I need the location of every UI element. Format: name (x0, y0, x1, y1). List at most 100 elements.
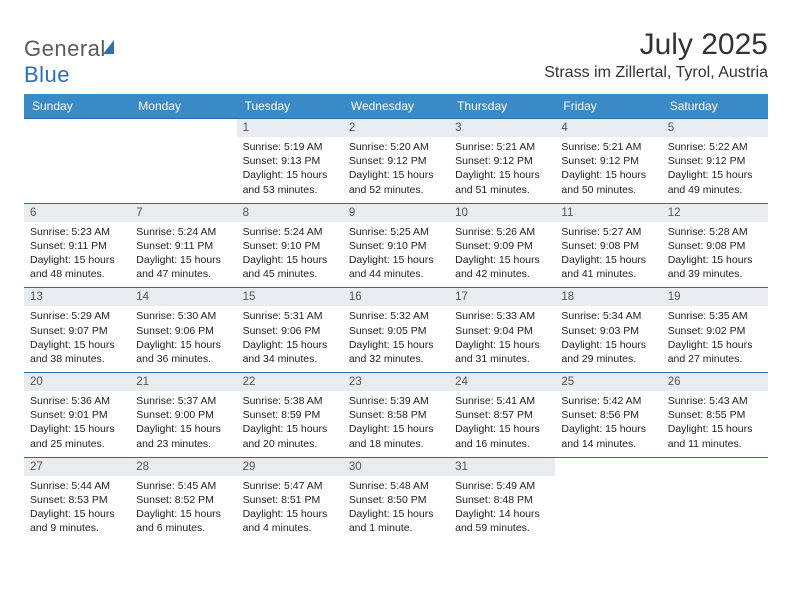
daylight-line: Daylight: 15 hours and 20 minutes. (243, 422, 337, 450)
sunset-line: Sunset: 8:58 PM (349, 408, 443, 422)
day-number: 13 (24, 288, 130, 306)
calendar-row: 13Sunrise: 5:29 AMSunset: 9:07 PMDayligh… (24, 288, 768, 373)
day-number: 23 (343, 373, 449, 391)
day-number: 14 (130, 288, 236, 306)
weekday-row: SundayMondayTuesdayWednesdayThursdayFrid… (24, 94, 768, 119)
day-number: 25 (555, 373, 661, 391)
sunset-line: Sunset: 9:01 PM (30, 408, 124, 422)
daylight-line: Daylight: 15 hours and 42 minutes. (455, 253, 549, 281)
sunset-line: Sunset: 9:08 PM (668, 239, 762, 253)
brand-text: General Blue (24, 36, 115, 88)
sunset-line: Sunset: 9:10 PM (349, 239, 443, 253)
calendar-row: 1Sunrise: 5:19 AMSunset: 9:13 PMDaylight… (24, 119, 768, 204)
sunset-line: Sunset: 9:12 PM (349, 154, 443, 168)
day-content: Sunrise: 5:31 AMSunset: 9:06 PMDaylight:… (237, 306, 343, 372)
daylight-line: Daylight: 15 hours and 6 minutes. (136, 507, 230, 535)
sunset-line: Sunset: 9:11 PM (30, 239, 124, 253)
day-number: 31 (449, 458, 555, 476)
day-content: Sunrise: 5:22 AMSunset: 9:12 PMDaylight:… (662, 137, 768, 203)
day-number: 30 (343, 458, 449, 476)
sunset-line: Sunset: 9:10 PM (243, 239, 337, 253)
calendar-cell: 4Sunrise: 5:21 AMSunset: 9:12 PMDaylight… (555, 119, 661, 204)
daylight-line: Daylight: 15 hours and 29 minutes. (561, 338, 655, 366)
daylight-line: Daylight: 15 hours and 14 minutes. (561, 422, 655, 450)
daylight-line: Daylight: 15 hours and 36 minutes. (136, 338, 230, 366)
title-block: July 2025 Strass im Zillertal, Tyrol, Au… (544, 28, 768, 82)
day-number: 11 (555, 204, 661, 222)
weekday-header: Wednesday (343, 94, 449, 119)
sunrise-line: Sunrise: 5:38 AM (243, 394, 337, 408)
day-number: 21 (130, 373, 236, 391)
sunset-line: Sunset: 8:53 PM (30, 493, 124, 507)
day-number: 12 (662, 204, 768, 222)
daylight-line: Daylight: 15 hours and 11 minutes. (668, 422, 762, 450)
day-number: 5 (662, 119, 768, 137)
day-content: Sunrise: 5:47 AMSunset: 8:51 PMDaylight:… (237, 476, 343, 542)
sunrise-line: Sunrise: 5:27 AM (561, 225, 655, 239)
day-content: Sunrise: 5:27 AMSunset: 9:08 PMDaylight:… (555, 222, 661, 288)
daylight-line: Daylight: 15 hours and 4 minutes. (243, 507, 337, 535)
sunset-line: Sunset: 9:03 PM (561, 324, 655, 338)
sunrise-line: Sunrise: 5:22 AM (668, 140, 762, 154)
calendar-cell: 1Sunrise: 5:19 AMSunset: 9:13 PMDaylight… (237, 119, 343, 204)
daylight-line: Daylight: 15 hours and 31 minutes. (455, 338, 549, 366)
header: General Blue July 2025 Strass im Zillert… (24, 28, 768, 88)
calendar-cell: 10 Sunrise: 5:26 AMSunset: 9:09 PMDayligh… (449, 203, 555, 288)
day-number: 27 (24, 458, 130, 476)
sunset-line: Sunset: 9:04 PM (455, 324, 549, 338)
sunrise-line: Sunrise: 5:20 AM (349, 140, 443, 154)
day-number: 6 (24, 204, 130, 222)
day-number: 3 (449, 119, 555, 137)
sunset-line: Sunset: 9:12 PM (668, 154, 762, 168)
day-number: 29 (237, 458, 343, 476)
day-content: Sunrise: 5:42 AMSunset: 8:56 PMDaylight:… (555, 391, 661, 457)
day-number: 19 (662, 288, 768, 306)
calendar-cell: 26Sunrise: 5:43 AMSunset: 8:55 PMDayligh… (662, 373, 768, 458)
sunset-line: Sunset: 8:56 PM (561, 408, 655, 422)
sunrise-line: Sunrise: 5:37 AM (136, 394, 230, 408)
day-number: 20 (24, 373, 130, 391)
calendar-cell: 21Sunrise: 5:37 AMSunset: 9:00 PMDayligh… (130, 373, 236, 458)
calendar-cell: 2Sunrise: 5:20 AMSunset: 9:12 PMDaylight… (343, 119, 449, 204)
day-content: Sunrise: 5:24 AMSunset: 9:10 PMDaylight:… (237, 222, 343, 288)
day-number: 22 (237, 373, 343, 391)
sunrise-line: Sunrise: 5:21 AM (455, 140, 549, 154)
day-content: Sunrise: 5:28 AMSunset: 9:08 PMDaylight:… (662, 222, 768, 288)
sunrise-line: Sunrise: 5:30 AM (136, 309, 230, 323)
sunrise-line: Sunrise: 5:42 AM (561, 394, 655, 408)
day-content: Sunrise: 5:45 AMSunset: 8:52 PMDaylight:… (130, 476, 236, 542)
day-content: Sunrise: 5:24 AMSunset: 9:11 PMDaylight:… (130, 222, 236, 288)
weekday-header: Tuesday (237, 94, 343, 119)
day-content: Sunrise: 5:49 AMSunset: 8:48 PMDaylight:… (449, 476, 555, 542)
day-content: Sunrise: 5:36 AMSunset: 9:01 PMDaylight:… (24, 391, 130, 457)
sunset-line: Sunset: 9:09 PM (455, 239, 549, 253)
calendar-cell: 19Sunrise: 5:35 AMSunset: 9:02 PMDayligh… (662, 288, 768, 373)
calendar-body: 1Sunrise: 5:19 AMSunset: 9:13 PMDaylight… (24, 119, 768, 542)
day-number: 9 (343, 204, 449, 222)
weekday-header: Thursday (449, 94, 555, 119)
calendar-cell-empty (662, 457, 768, 541)
day-content: Sunrise: 5:20 AMSunset: 9:12 PMDaylight:… (343, 137, 449, 203)
day-content: Sunrise: 5:25 AMSunset: 9:10 PMDaylight:… (343, 222, 449, 288)
daylight-line: Daylight: 15 hours and 47 minutes. (136, 253, 230, 281)
day-content: Sunrise: 5:48 AMSunset: 8:50 PMDaylight:… (343, 476, 449, 542)
daylight-line: Daylight: 15 hours and 39 minutes. (668, 253, 762, 281)
sunrise-line: Sunrise: 5:39 AM (349, 394, 443, 408)
calendar-row: 6Sunrise: 5:23 AMSunset: 9:11 PMDaylight… (24, 203, 768, 288)
calendar-cell: 8Sunrise: 5:24 AMSunset: 9:10 PMDaylight… (237, 203, 343, 288)
calendar-cell: 20Sunrise: 5:36 AMSunset: 9:01 PMDayligh… (24, 373, 130, 458)
day-number: 10 (449, 204, 555, 222)
daylight-line: Daylight: 15 hours and 44 minutes. (349, 253, 443, 281)
daylight-line: Daylight: 15 hours and 50 minutes. (561, 168, 655, 196)
calendar-head: SundayMondayTuesdayWednesdayThursdayFrid… (24, 94, 768, 119)
sunrise-line: Sunrise: 5:29 AM (30, 309, 124, 323)
sunrise-line: Sunrise: 5:26 AM (455, 225, 549, 239)
sunset-line: Sunset: 9:05 PM (349, 324, 443, 338)
calendar-cell: 23Sunrise: 5:39 AMSunset: 8:58 PMDayligh… (343, 373, 449, 458)
calendar-row: 20Sunrise: 5:36 AMSunset: 9:01 PMDayligh… (24, 373, 768, 458)
calendar-cell: 9Sunrise: 5:25 AMSunset: 9:10 PMDaylight… (343, 203, 449, 288)
calendar-row: 27Sunrise: 5:44 AMSunset: 8:53 PMDayligh… (24, 457, 768, 541)
calendar-cell: 18Sunrise: 5:34 AMSunset: 9:03 PMDayligh… (555, 288, 661, 373)
sunset-line: Sunset: 8:57 PM (455, 408, 549, 422)
day-number: 7 (130, 204, 236, 222)
